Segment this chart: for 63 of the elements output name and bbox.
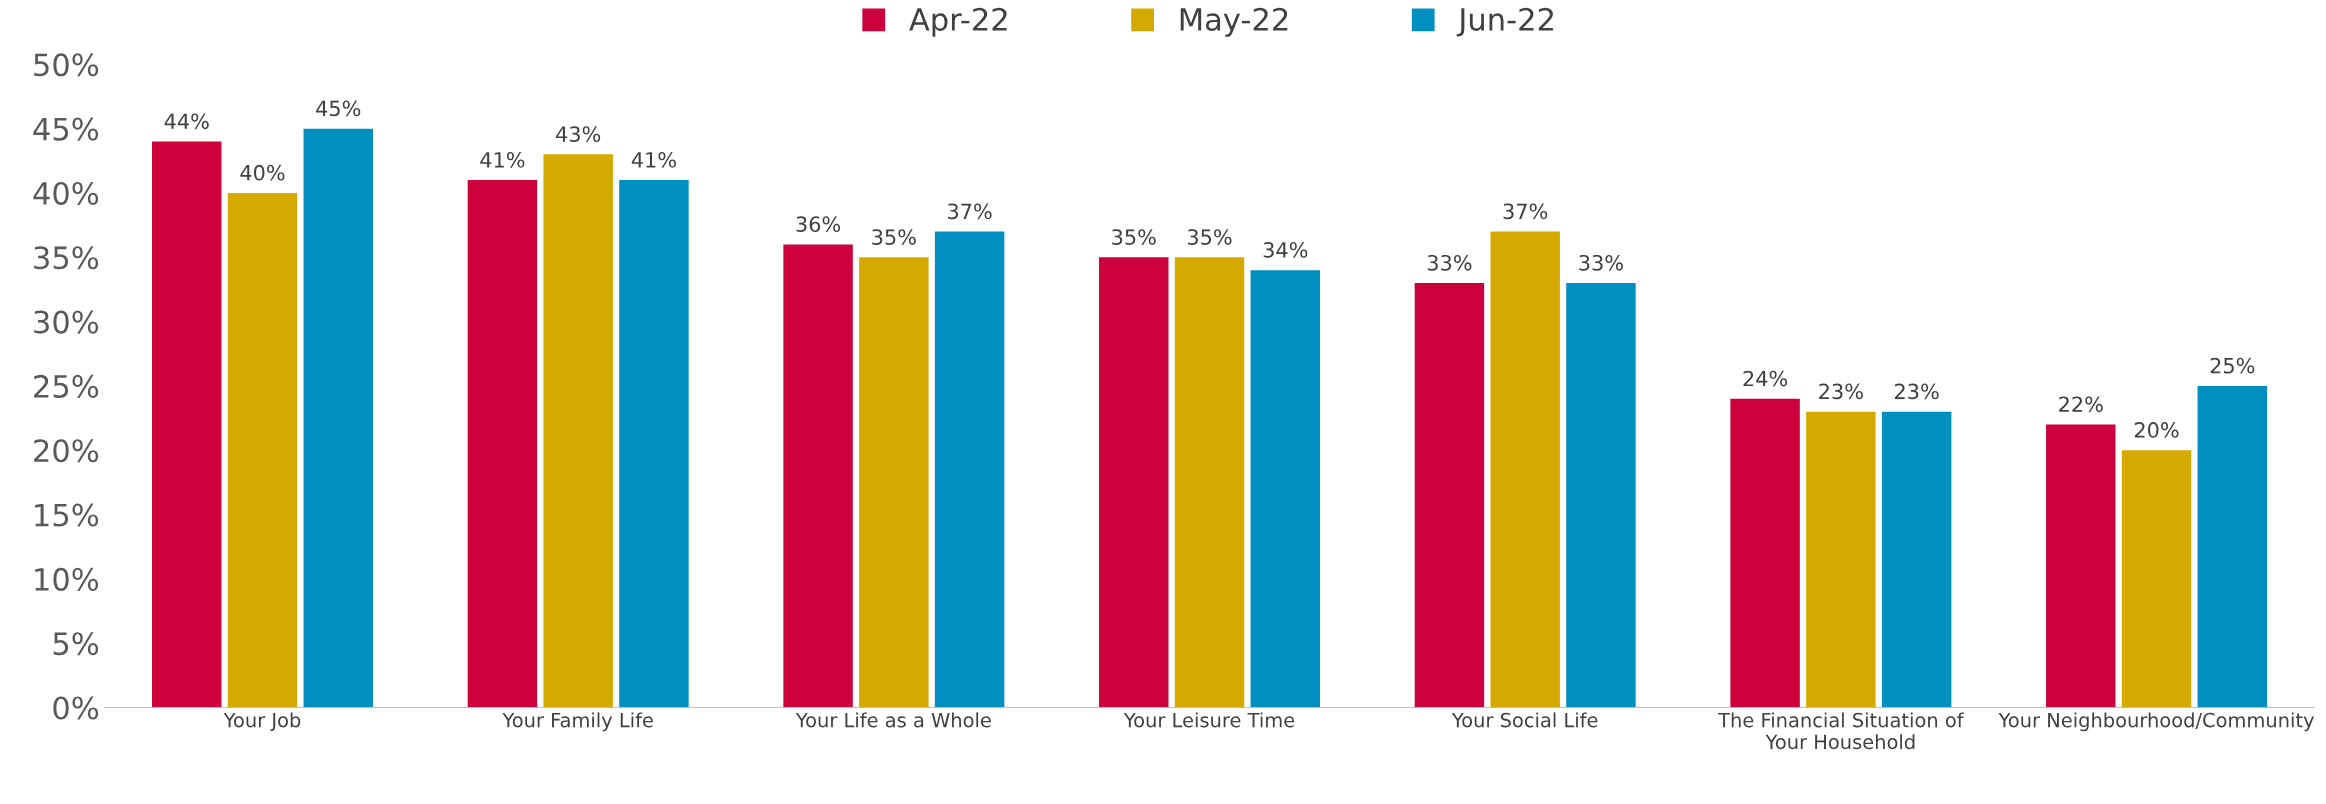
x-tick-label: Your Job bbox=[223, 712, 301, 732]
data-label: 23% bbox=[1819, 383, 1863, 400]
y-tick-label: 10% bbox=[35, 567, 99, 591]
bar bbox=[619, 180, 689, 708]
data-label: 45% bbox=[316, 100, 361, 117]
legend-label: May-22 bbox=[1180, 7, 1288, 37]
bar bbox=[1806, 411, 1876, 708]
data-label: 35% bbox=[1187, 229, 1232, 245]
data-label: 37% bbox=[948, 203, 992, 220]
y-tick-label: 5% bbox=[53, 632, 99, 656]
y-tick-label: 25% bbox=[34, 374, 99, 398]
x-tick-label: The Financial Situation of Your Household bbox=[1718, 712, 1964, 750]
data-label: 41% bbox=[631, 151, 676, 168]
bar bbox=[1414, 283, 1485, 708]
bar bbox=[467, 180, 538, 708]
x-tick-label: Your Life as a Whole bbox=[795, 712, 991, 728]
bar bbox=[227, 192, 298, 708]
data-label: 22% bbox=[2059, 396, 2103, 413]
legend-label: Apr-22 bbox=[909, 7, 1007, 37]
y-tick-label: 35% bbox=[34, 246, 99, 270]
data-label: 36% bbox=[796, 216, 841, 233]
bar bbox=[859, 257, 929, 708]
bar bbox=[1566, 283, 1636, 708]
bar bbox=[2121, 450, 2192, 708]
data-label: 40% bbox=[240, 164, 285, 181]
bar bbox=[1174, 257, 1245, 708]
data-label: 20% bbox=[2134, 422, 2179, 438]
data-label: 35% bbox=[1112, 229, 1156, 245]
data-label: 37% bbox=[1503, 203, 1548, 220]
data-label: 43% bbox=[556, 126, 601, 142]
y-tick-label: 0% bbox=[53, 696, 99, 720]
bar bbox=[1099, 257, 1169, 708]
bar bbox=[2197, 385, 2268, 708]
x-tick-label: Your Social Life bbox=[1451, 712, 1598, 728]
y-tick-label: 45% bbox=[33, 117, 99, 141]
data-label: 34% bbox=[1263, 242, 1308, 258]
y-tick-label: 30% bbox=[34, 310, 99, 334]
bar bbox=[543, 154, 613, 708]
bar bbox=[934, 231, 1005, 708]
bar bbox=[1250, 270, 1321, 708]
legend-label: Jun-22 bbox=[1456, 7, 1553, 37]
x-tick-label: Your Leisure Time bbox=[1123, 712, 1295, 728]
data-label: 33% bbox=[1427, 254, 1472, 271]
bar bbox=[152, 141, 222, 708]
data-label: 24% bbox=[1743, 370, 1788, 387]
y-tick-label: 40% bbox=[33, 181, 99, 205]
bar bbox=[783, 244, 853, 708]
bar bbox=[1490, 231, 1560, 708]
data-label: 41% bbox=[480, 151, 525, 168]
data-label: 23% bbox=[1895, 383, 1939, 400]
data-label: 35% bbox=[872, 229, 916, 245]
bar bbox=[1881, 411, 1952, 708]
data-label: 44% bbox=[164, 113, 209, 130]
y-tick-label: 15% bbox=[35, 503, 99, 527]
y-tick-label: 20% bbox=[34, 439, 99, 463]
y-tick-label: 50% bbox=[34, 53, 99, 77]
x-tick-label: Your Neighbourhood/Community bbox=[1998, 712, 2314, 732]
data-label: 25% bbox=[2210, 357, 2255, 374]
bar bbox=[1730, 398, 1800, 708]
x-tick-label: Your Family Life bbox=[502, 712, 653, 732]
bar bbox=[2046, 424, 2116, 708]
data-label: 33% bbox=[1579, 254, 1623, 271]
bar bbox=[303, 128, 373, 708]
